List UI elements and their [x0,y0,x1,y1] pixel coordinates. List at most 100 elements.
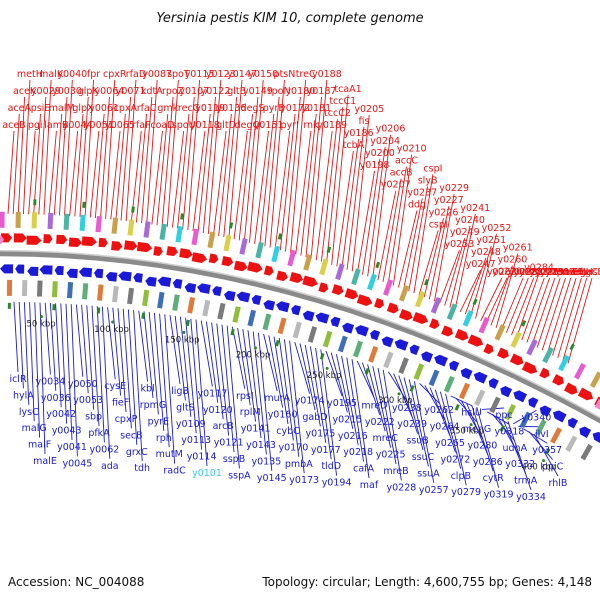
reverse-label-line [44,302,51,375]
forward-gene-label: aceB [2,120,25,131]
forward-gene-label: recG [178,103,200,114]
feature-bar [6,279,13,296]
forward-gene-label: hasE [581,267,600,278]
reverse-label-line [169,315,181,385]
forward-label-lines [7,79,593,364]
feature-bar [565,435,578,452]
reverse-gene-label: malF [28,440,51,451]
forward-gene-label: spoU [172,120,196,131]
forward-gene-label: y0229 [439,183,469,194]
reverse-gene-label: mreC [372,433,398,444]
reverse-gene-label: y0113 [181,435,211,446]
reverse-gene-arrow [315,312,330,324]
forward-gene-label: y0107 [179,86,209,97]
forward-gene-label: y0227 [434,195,464,206]
forward-label-line [331,95,349,265]
reverse-gene-label: rhlB [549,478,568,489]
reverse-label-line [377,367,397,465]
forward-gene-arrow [539,367,550,379]
scale-tick-mark [397,392,401,396]
reverse-label-line [294,341,311,394]
forward-gene-label: y0283 [519,267,549,278]
reverse-gene-arrow [157,276,172,287]
reverse-label-line [497,416,521,458]
genome-summary-text: Topology: circular; Length: 4,600,755 bp… [261,575,592,589]
feature-marker [472,298,478,306]
forward-label-line [243,96,259,242]
forward-gene-arrow [0,235,5,245]
reverse-gene-label: rph [156,433,172,444]
reverse-gene-arrow [434,354,448,367]
reverse-label-line [372,366,392,448]
reverse-label-line [242,329,257,422]
reverse-gene-label: y0357 [532,445,562,456]
feature-bar [351,268,361,286]
reverse-gene-label: y0121 [214,438,244,449]
feature-bar [262,313,272,331]
reverse-gene-arrow [500,386,513,398]
reverse-gene-label: y0114 [187,452,217,463]
reverse-label-line [471,404,494,472]
feature-marker [7,302,11,309]
forward-label-line [192,130,206,232]
forward-label-line [58,96,68,216]
feature-bar [202,299,211,317]
feature-bar [232,306,241,323]
scale-tick-label: 250 kbp [307,371,342,381]
forward-gene-label: gltD [216,120,236,131]
reverse-gene-label: rplM [240,407,261,418]
reverse-gene-label: udhA [503,443,528,454]
reverse-gene-label: y0218 [343,447,373,458]
forward-gene-label: rfaD [126,69,146,80]
forward-gene-label: psiE [31,103,51,114]
forward-gene-arrow [276,270,288,282]
forward-gene-label: fpr [87,69,100,80]
forward-gene-label: coaD [150,120,174,131]
feature-marker [499,425,506,432]
reverse-label-line [65,303,73,441]
feature-bar [504,403,517,421]
reverse-gene-arrow [473,371,488,384]
reverse-gene-label: y0319 [484,490,514,501]
feature-bar [277,317,287,335]
forward-gene-arrow [136,241,153,253]
reverse-gene-label: y0135 [251,456,281,467]
feature-bar [157,291,165,309]
forward-gene-label: y0172 [280,103,310,114]
forward-gene-label: metF [559,267,583,278]
reverse-label-line [299,343,316,411]
reverse-gene-arrow [184,283,197,294]
feature-bar [287,249,297,267]
forward-gene-arrow [344,288,359,300]
reverse-label-line [403,377,424,451]
reverse-gene-arrow [553,410,567,423]
reverse-label-line [205,321,219,403]
forward-label-line [315,131,333,261]
feature-bar [368,346,379,363]
reverse-label-line [200,320,213,387]
feature-bar [127,287,135,305]
scale-tick-mark [469,423,473,427]
forward-gene-arrow [111,240,123,251]
figure-title: Yersinia pestis KIM 10, complete genome [156,11,423,26]
reverse-label-line [393,373,413,418]
forward-label-line [398,210,418,288]
feature-bar [367,273,377,291]
forward-gene-label: fis [359,116,370,127]
reverse-gene-label: y0175 [305,428,335,439]
reverse-gene-label: y0053 [73,395,103,406]
reverse-gene-label: gabD [302,412,327,423]
forward-label-line [7,130,15,214]
scale-tick-mark [253,346,257,350]
reverse-gene-arrow [381,336,394,348]
forward-label-line [433,194,455,302]
reverse-gene-arrow [223,290,236,302]
reverse-label-line [13,301,19,373]
forward-label-line [356,170,376,274]
forward-gene-label: y0065 [105,120,135,131]
reverse-gene-label: lysC [19,407,39,418]
reverse-label-line [341,355,359,446]
reverse-gene-label: y0215 [332,414,362,425]
forward-gene-label: y0261 [503,243,533,254]
forward-gene-arrow [191,252,208,263]
